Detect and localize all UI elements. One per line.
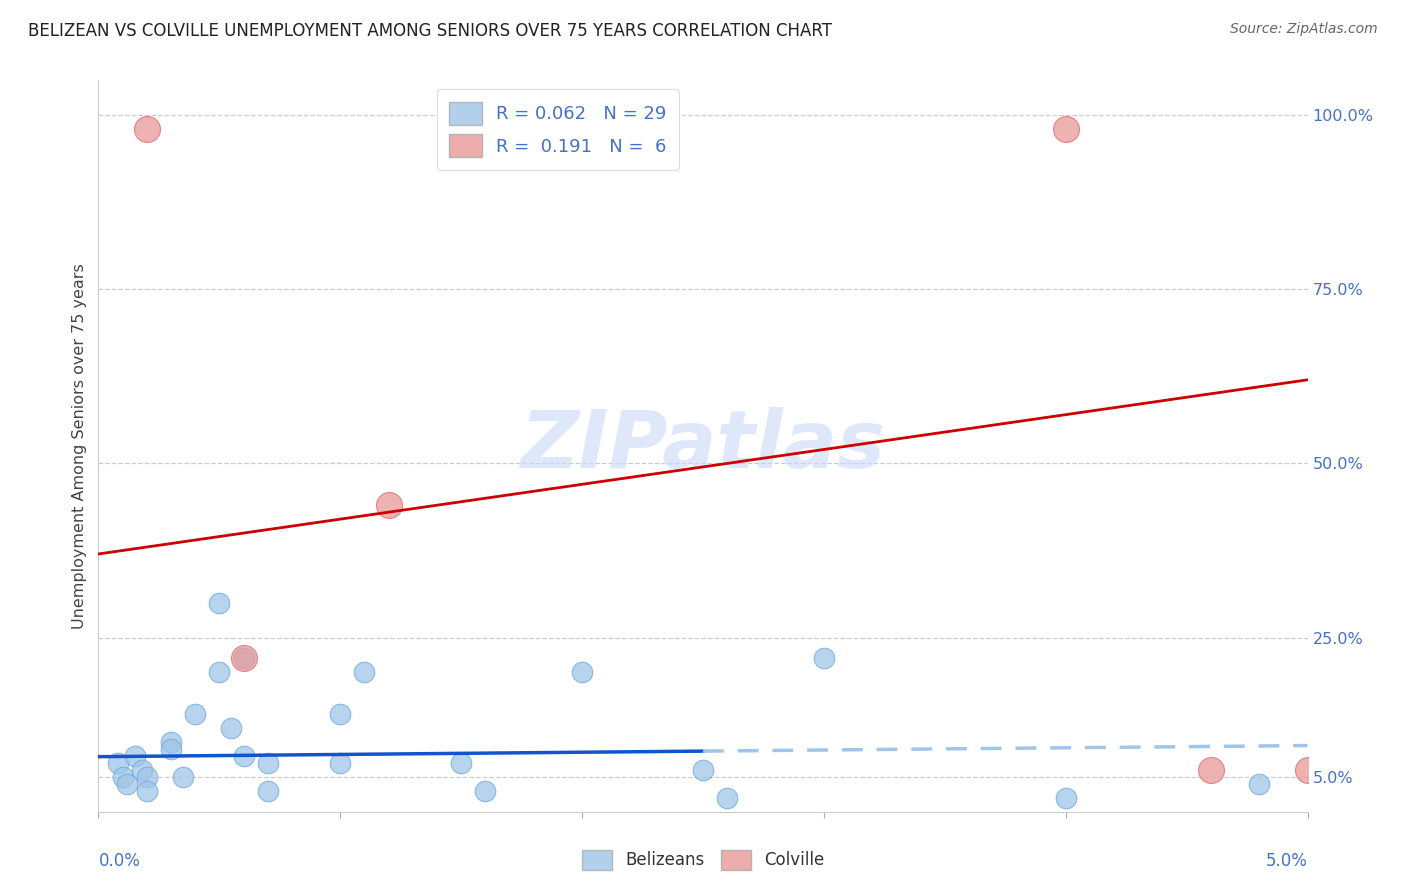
Point — [1054, 122, 1077, 136]
Point — [232, 651, 254, 665]
Point — [135, 784, 157, 798]
Point — [111, 770, 134, 784]
Point — [329, 756, 352, 770]
Legend: Belizeans, Colville: Belizeans, Colville — [575, 843, 831, 877]
Text: Source: ZipAtlas.com: Source: ZipAtlas.com — [1230, 22, 1378, 37]
Point — [813, 651, 835, 665]
Point — [1054, 790, 1077, 805]
Text: ZIPatlas: ZIPatlas — [520, 407, 886, 485]
Text: 0.0%: 0.0% — [98, 852, 141, 870]
Point — [1199, 763, 1222, 777]
Point — [135, 770, 157, 784]
Point — [256, 756, 278, 770]
Point — [184, 707, 207, 722]
Point — [377, 498, 399, 512]
Point — [1296, 763, 1319, 777]
Point — [160, 742, 183, 756]
Point — [135, 122, 157, 136]
Text: BELIZEAN VS COLVILLE UNEMPLOYMENT AMONG SENIORS OVER 75 YEARS CORRELATION CHART: BELIZEAN VS COLVILLE UNEMPLOYMENT AMONG … — [28, 22, 832, 40]
Point — [571, 665, 593, 680]
Point — [329, 707, 352, 722]
Point — [131, 763, 153, 777]
Y-axis label: Unemployment Among Seniors over 75 years: Unemployment Among Seniors over 75 years — [72, 263, 87, 629]
Point — [160, 735, 183, 749]
Point — [450, 756, 472, 770]
Text: 5.0%: 5.0% — [1265, 852, 1308, 870]
Point — [172, 770, 194, 784]
Point — [117, 777, 139, 791]
Point — [692, 763, 714, 777]
Point — [1249, 777, 1271, 791]
Point — [124, 749, 146, 764]
Point — [716, 790, 738, 805]
Point — [208, 665, 231, 680]
Point — [353, 665, 375, 680]
Point — [474, 784, 496, 798]
Point — [208, 596, 231, 610]
Point — [107, 756, 129, 770]
Point — [232, 651, 254, 665]
Point — [256, 784, 278, 798]
Point — [232, 749, 254, 764]
Point — [221, 721, 243, 735]
